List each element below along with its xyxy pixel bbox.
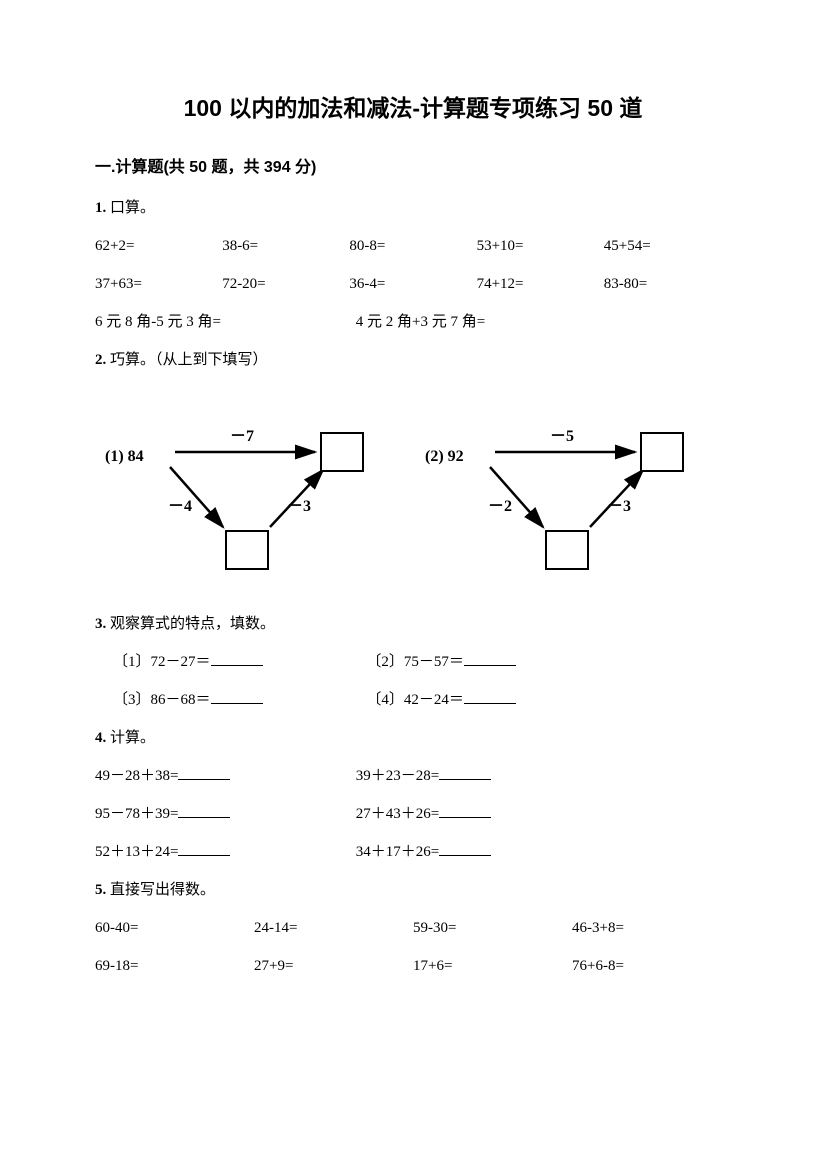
q5-r1-c4: 46-3+8= [572, 916, 731, 940]
blank[interactable] [178, 765, 230, 780]
q3-i4: 〔4〕42－24＝ [366, 692, 464, 708]
q3-i1: 〔1〕72－27＝ [113, 654, 211, 670]
dia2-right-op: －3 [607, 494, 631, 520]
q4-row3: 52＋13＋24= 34＋17＋26= [95, 840, 731, 864]
q1-r2-c1: 37+63= [95, 272, 222, 296]
q5-r1-c1: 60-40= [95, 916, 254, 940]
q1-r2-c5: 83-80= [604, 272, 731, 296]
q4-i2: 39＋23－28= [356, 768, 439, 784]
q4-r2-c1: 95－78＋39= [95, 802, 356, 826]
dia1-start-val: 84 [128, 448, 144, 465]
dia1-prefix: (1) [105, 448, 124, 465]
q4-r1-c2: 39＋23－28= [356, 764, 731, 788]
q4-r2-c2: 27＋43＋26= [356, 802, 731, 826]
q1-title: 口算。 [110, 200, 155, 216]
q1-r2-c4: 74+12= [477, 272, 604, 296]
q2-title: 巧算。（从上到下填写） [110, 352, 268, 368]
q5-r1-c2: 24-14= [254, 916, 413, 940]
blank[interactable] [211, 651, 263, 666]
q2-num: 2. [95, 352, 106, 368]
dia2-prefix: (2) [425, 448, 444, 465]
q1-header: 1. 口算。 [95, 196, 731, 220]
q4-header: 4. 计算。 [95, 726, 731, 750]
q3-r1-c1: 〔1〕72－27＝ [113, 650, 366, 674]
q4-title: 计算。 [110, 730, 155, 746]
q4-num: 4. [95, 730, 106, 746]
blank[interactable] [439, 841, 491, 856]
q5-r2-c3: 17+6= [413, 954, 572, 978]
dia1-start: (1) 84 [105, 444, 144, 470]
q5-r2-c2: 27+9= [254, 954, 413, 978]
q1-r1-c2: 38-6= [222, 234, 349, 258]
dia2-box-right[interactable] [640, 432, 684, 472]
q3-row2: 〔3〕86－68＝ 〔4〕42－24＝ [95, 688, 731, 712]
q2-diagrams: (1) 84 －7 －4 －3 (2) 92 －5 －2 －3 [95, 402, 731, 572]
q3-row1: 〔1〕72－27＝ 〔2〕75－57＝ [95, 650, 731, 674]
q1-r2-c3: 36-4= [349, 272, 476, 296]
q4-i5: 52＋13＋24= [95, 844, 178, 860]
q4-row1: 49－28＋38= 39＋23－28= [95, 764, 731, 788]
dia2-top-op: －5 [550, 424, 574, 450]
q1-r1-c5: 45+54= [604, 234, 731, 258]
q3-header: 3. 观察算式的特点，填数。 [95, 612, 731, 636]
q1-row1: 62+2= 38-6= 80-8= 53+10= 45+54= [95, 234, 731, 258]
q1-row3: 6 元 8 角-5 元 3 角= 4 元 2 角+3 元 7 角= [95, 310, 731, 334]
q5-num: 5. [95, 882, 106, 898]
q4-r3-c1: 52＋13＋24= [95, 840, 356, 864]
blank[interactable] [439, 765, 491, 780]
dia2-start-val: 92 [448, 448, 464, 465]
q5-title: 直接写出得数。 [110, 882, 215, 898]
diagram-2: (2) 92 －5 －2 －3 [415, 402, 705, 572]
q3-i3: 〔3〕86－68＝ [113, 692, 211, 708]
dia1-left-op: －4 [168, 494, 192, 520]
dia2-left-op: －2 [488, 494, 512, 520]
q3-r2-c2: 〔4〕42－24＝ [366, 688, 731, 712]
page-title: 100 以内的加法和减法-计算题专项练习 50 道 [95, 90, 731, 127]
q4-i1: 49－28＋38= [95, 768, 178, 784]
dia1-box-bottom[interactable] [225, 530, 269, 570]
q4-i6: 34＋17＋26= [356, 844, 439, 860]
blank[interactable] [178, 803, 230, 818]
q5-r2-c1: 69-18= [95, 954, 254, 978]
blank[interactable] [439, 803, 491, 818]
dia1-top-op: －7 [230, 424, 254, 450]
q1-row2: 37+63= 72-20= 36-4= 74+12= 83-80= [95, 272, 731, 296]
q5-r1-c3: 59-30= [413, 916, 572, 940]
q4-i3: 95－78＋39= [95, 806, 178, 822]
q1-r2-c2: 72-20= [222, 272, 349, 296]
q4-r1-c1: 49－28＋38= [95, 764, 356, 788]
blank[interactable] [464, 689, 516, 704]
q3-r2-c1: 〔3〕86－68＝ [113, 688, 366, 712]
q1-num: 1. [95, 200, 106, 216]
q1-r1-c1: 62+2= [95, 234, 222, 258]
section-header: 一.计算题(共 50 题，共 394 分) [95, 155, 731, 181]
q2-header: 2. 巧算。（从上到下填写） [95, 348, 731, 372]
dia1-box-right[interactable] [320, 432, 364, 472]
dia2-start: (2) 92 [425, 444, 464, 470]
q3-i2: 〔2〕75－57＝ [366, 654, 464, 670]
q4-r3-c2: 34＋17＋26= [356, 840, 731, 864]
q5-row2: 69-18= 27+9= 17+6= 76+6-8= [95, 954, 731, 978]
diagram-1: (1) 84 －7 －4 －3 [95, 402, 385, 572]
dia1-right-op: －3 [287, 494, 311, 520]
q3-title: 观察算式的特点，填数。 [110, 616, 275, 632]
q3-r1-c2: 〔2〕75－57＝ [366, 650, 731, 674]
q1-r3-c2: 4 元 2 角+3 元 7 角= [356, 310, 731, 334]
q5-header: 5. 直接写出得数。 [95, 878, 731, 902]
q4-row2: 95－78＋39= 27＋43＋26= [95, 802, 731, 826]
dia2-box-bottom[interactable] [545, 530, 589, 570]
q1-r1-c3: 80-8= [349, 234, 476, 258]
blank[interactable] [211, 689, 263, 704]
q5-r2-c4: 76+6-8= [572, 954, 731, 978]
q5-row1: 60-40= 24-14= 59-30= 46-3+8= [95, 916, 731, 940]
q1-r3-c1: 6 元 8 角-5 元 3 角= [95, 310, 356, 334]
q3-num: 3. [95, 616, 106, 632]
blank[interactable] [464, 651, 516, 666]
q4-i4: 27＋43＋26= [356, 806, 439, 822]
q1-r1-c4: 53+10= [477, 234, 604, 258]
blank[interactable] [178, 841, 230, 856]
